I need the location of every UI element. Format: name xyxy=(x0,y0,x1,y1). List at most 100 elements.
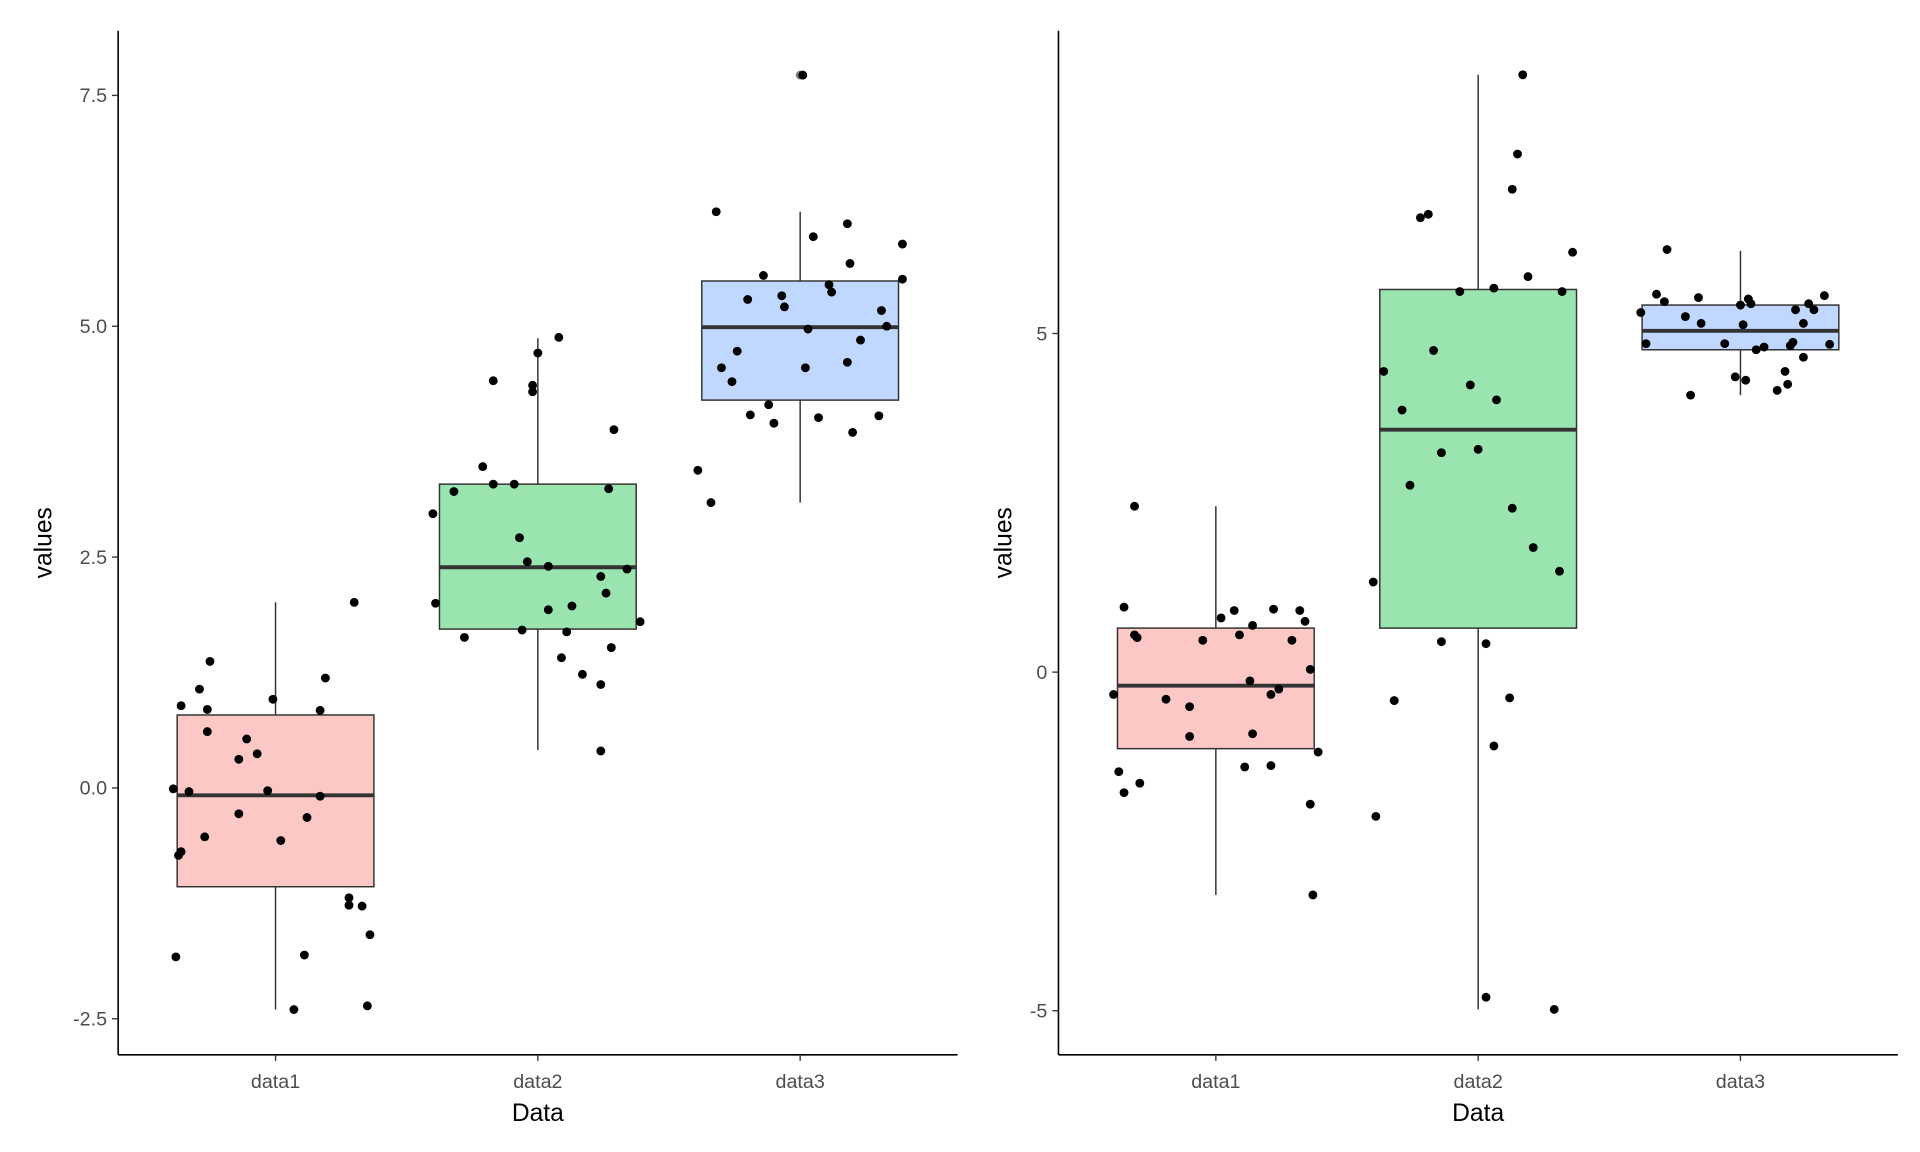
data-point xyxy=(315,791,325,801)
data-point xyxy=(1416,213,1425,223)
data-point xyxy=(1568,247,1578,257)
data-point xyxy=(562,627,572,637)
y-tick-label: -2.5 xyxy=(73,1009,107,1031)
data-point xyxy=(344,893,354,903)
data-point xyxy=(1783,379,1793,389)
data-point xyxy=(1505,693,1515,703)
x-tick-label: data2 xyxy=(513,1071,562,1093)
data-point xyxy=(856,335,865,345)
data-point xyxy=(1759,342,1769,352)
data-point xyxy=(717,363,726,373)
data-point xyxy=(1641,339,1651,349)
data-point xyxy=(578,669,587,679)
data-point xyxy=(759,271,768,280)
data-point xyxy=(1185,732,1195,741)
data-point xyxy=(1248,729,1258,739)
data-point xyxy=(252,749,262,759)
data-point xyxy=(1696,318,1706,328)
box-data2 xyxy=(1379,74,1578,1010)
data-point xyxy=(205,656,215,666)
data-point xyxy=(1269,604,1278,614)
x-tick-label: data2 xyxy=(1454,1071,1503,1093)
box-data3 xyxy=(1641,250,1840,396)
data-point xyxy=(1371,811,1381,821)
data-point xyxy=(1481,992,1491,1002)
x-tick-label: data1 xyxy=(251,1071,300,1093)
data-point xyxy=(693,465,703,475)
data-point xyxy=(365,930,375,940)
data-point xyxy=(1523,272,1533,282)
data-point xyxy=(1720,339,1730,349)
data-point xyxy=(1659,297,1669,307)
data-point xyxy=(1741,375,1751,385)
data-point xyxy=(176,847,186,857)
data-point xyxy=(289,1005,299,1014)
data-point xyxy=(1274,684,1284,694)
data-point xyxy=(1662,245,1672,254)
data-point xyxy=(1473,444,1483,454)
data-point xyxy=(1119,788,1129,798)
data-point xyxy=(764,400,774,410)
data-point xyxy=(1132,633,1142,643)
y-tick-label: 0.0 xyxy=(80,778,107,800)
data-point xyxy=(176,701,186,711)
data-point xyxy=(745,410,755,420)
data-point xyxy=(1557,287,1567,296)
data-point xyxy=(601,588,611,598)
data-point xyxy=(1513,149,1522,159)
data-point xyxy=(1819,291,1829,301)
box-data2 xyxy=(438,338,637,751)
data-point xyxy=(1397,405,1407,415)
x-tick-label: data1 xyxy=(1191,1071,1240,1093)
data-point xyxy=(1809,305,1819,315)
data-point xyxy=(276,836,286,845)
data-point xyxy=(808,232,818,242)
data-point xyxy=(1798,352,1808,362)
y-tick-label: 7.5 xyxy=(80,85,107,107)
left-boxplot-panel: Data values -2.5 0.0 2.5 5.0 7.5 data1 data2 da… xyxy=(31,30,958,1127)
data-point xyxy=(1738,320,1748,330)
data-point xyxy=(522,557,532,567)
data-point xyxy=(1555,566,1564,576)
data-point xyxy=(357,901,367,911)
data-point xyxy=(1130,501,1139,511)
data-point xyxy=(1119,602,1129,612)
data-point xyxy=(1528,543,1538,552)
data-point xyxy=(609,425,619,435)
data-point xyxy=(195,684,204,694)
data-point xyxy=(1198,635,1208,645)
data-point xyxy=(596,746,606,756)
y-axis-title: values xyxy=(991,507,1018,578)
data-point xyxy=(533,348,543,358)
data-point xyxy=(1295,606,1305,615)
data-point xyxy=(428,509,438,519)
data-point xyxy=(803,324,813,334)
data-point xyxy=(1300,616,1310,626)
jitter-points-data2 xyxy=(1368,70,1578,1014)
data-point xyxy=(606,643,616,653)
data-point xyxy=(1507,184,1517,194)
data-point xyxy=(1730,372,1740,382)
x-axis-title: Data xyxy=(512,1100,564,1127)
iqr-box xyxy=(438,483,637,630)
data-point xyxy=(1465,380,1475,390)
data-point xyxy=(184,787,194,797)
data-point xyxy=(528,380,538,390)
data-point xyxy=(711,207,721,217)
data-point xyxy=(1429,345,1438,355)
data-point xyxy=(1736,300,1745,310)
data-point xyxy=(1161,694,1171,704)
data-point xyxy=(1379,366,1389,376)
right-boxplot-panel: Data values -5 0 5 data1 data2 data3 xyxy=(991,30,1898,1127)
jitter-points-data3 xyxy=(1636,245,1835,400)
data-point xyxy=(1287,635,1297,645)
data-point xyxy=(882,321,892,331)
data-point xyxy=(1804,299,1814,309)
data-point xyxy=(1489,283,1499,293)
data-point xyxy=(1694,293,1703,303)
data-point xyxy=(1114,767,1124,777)
data-point xyxy=(1686,390,1696,400)
data-point xyxy=(488,376,498,386)
x-tick-label: data3 xyxy=(776,1071,825,1093)
